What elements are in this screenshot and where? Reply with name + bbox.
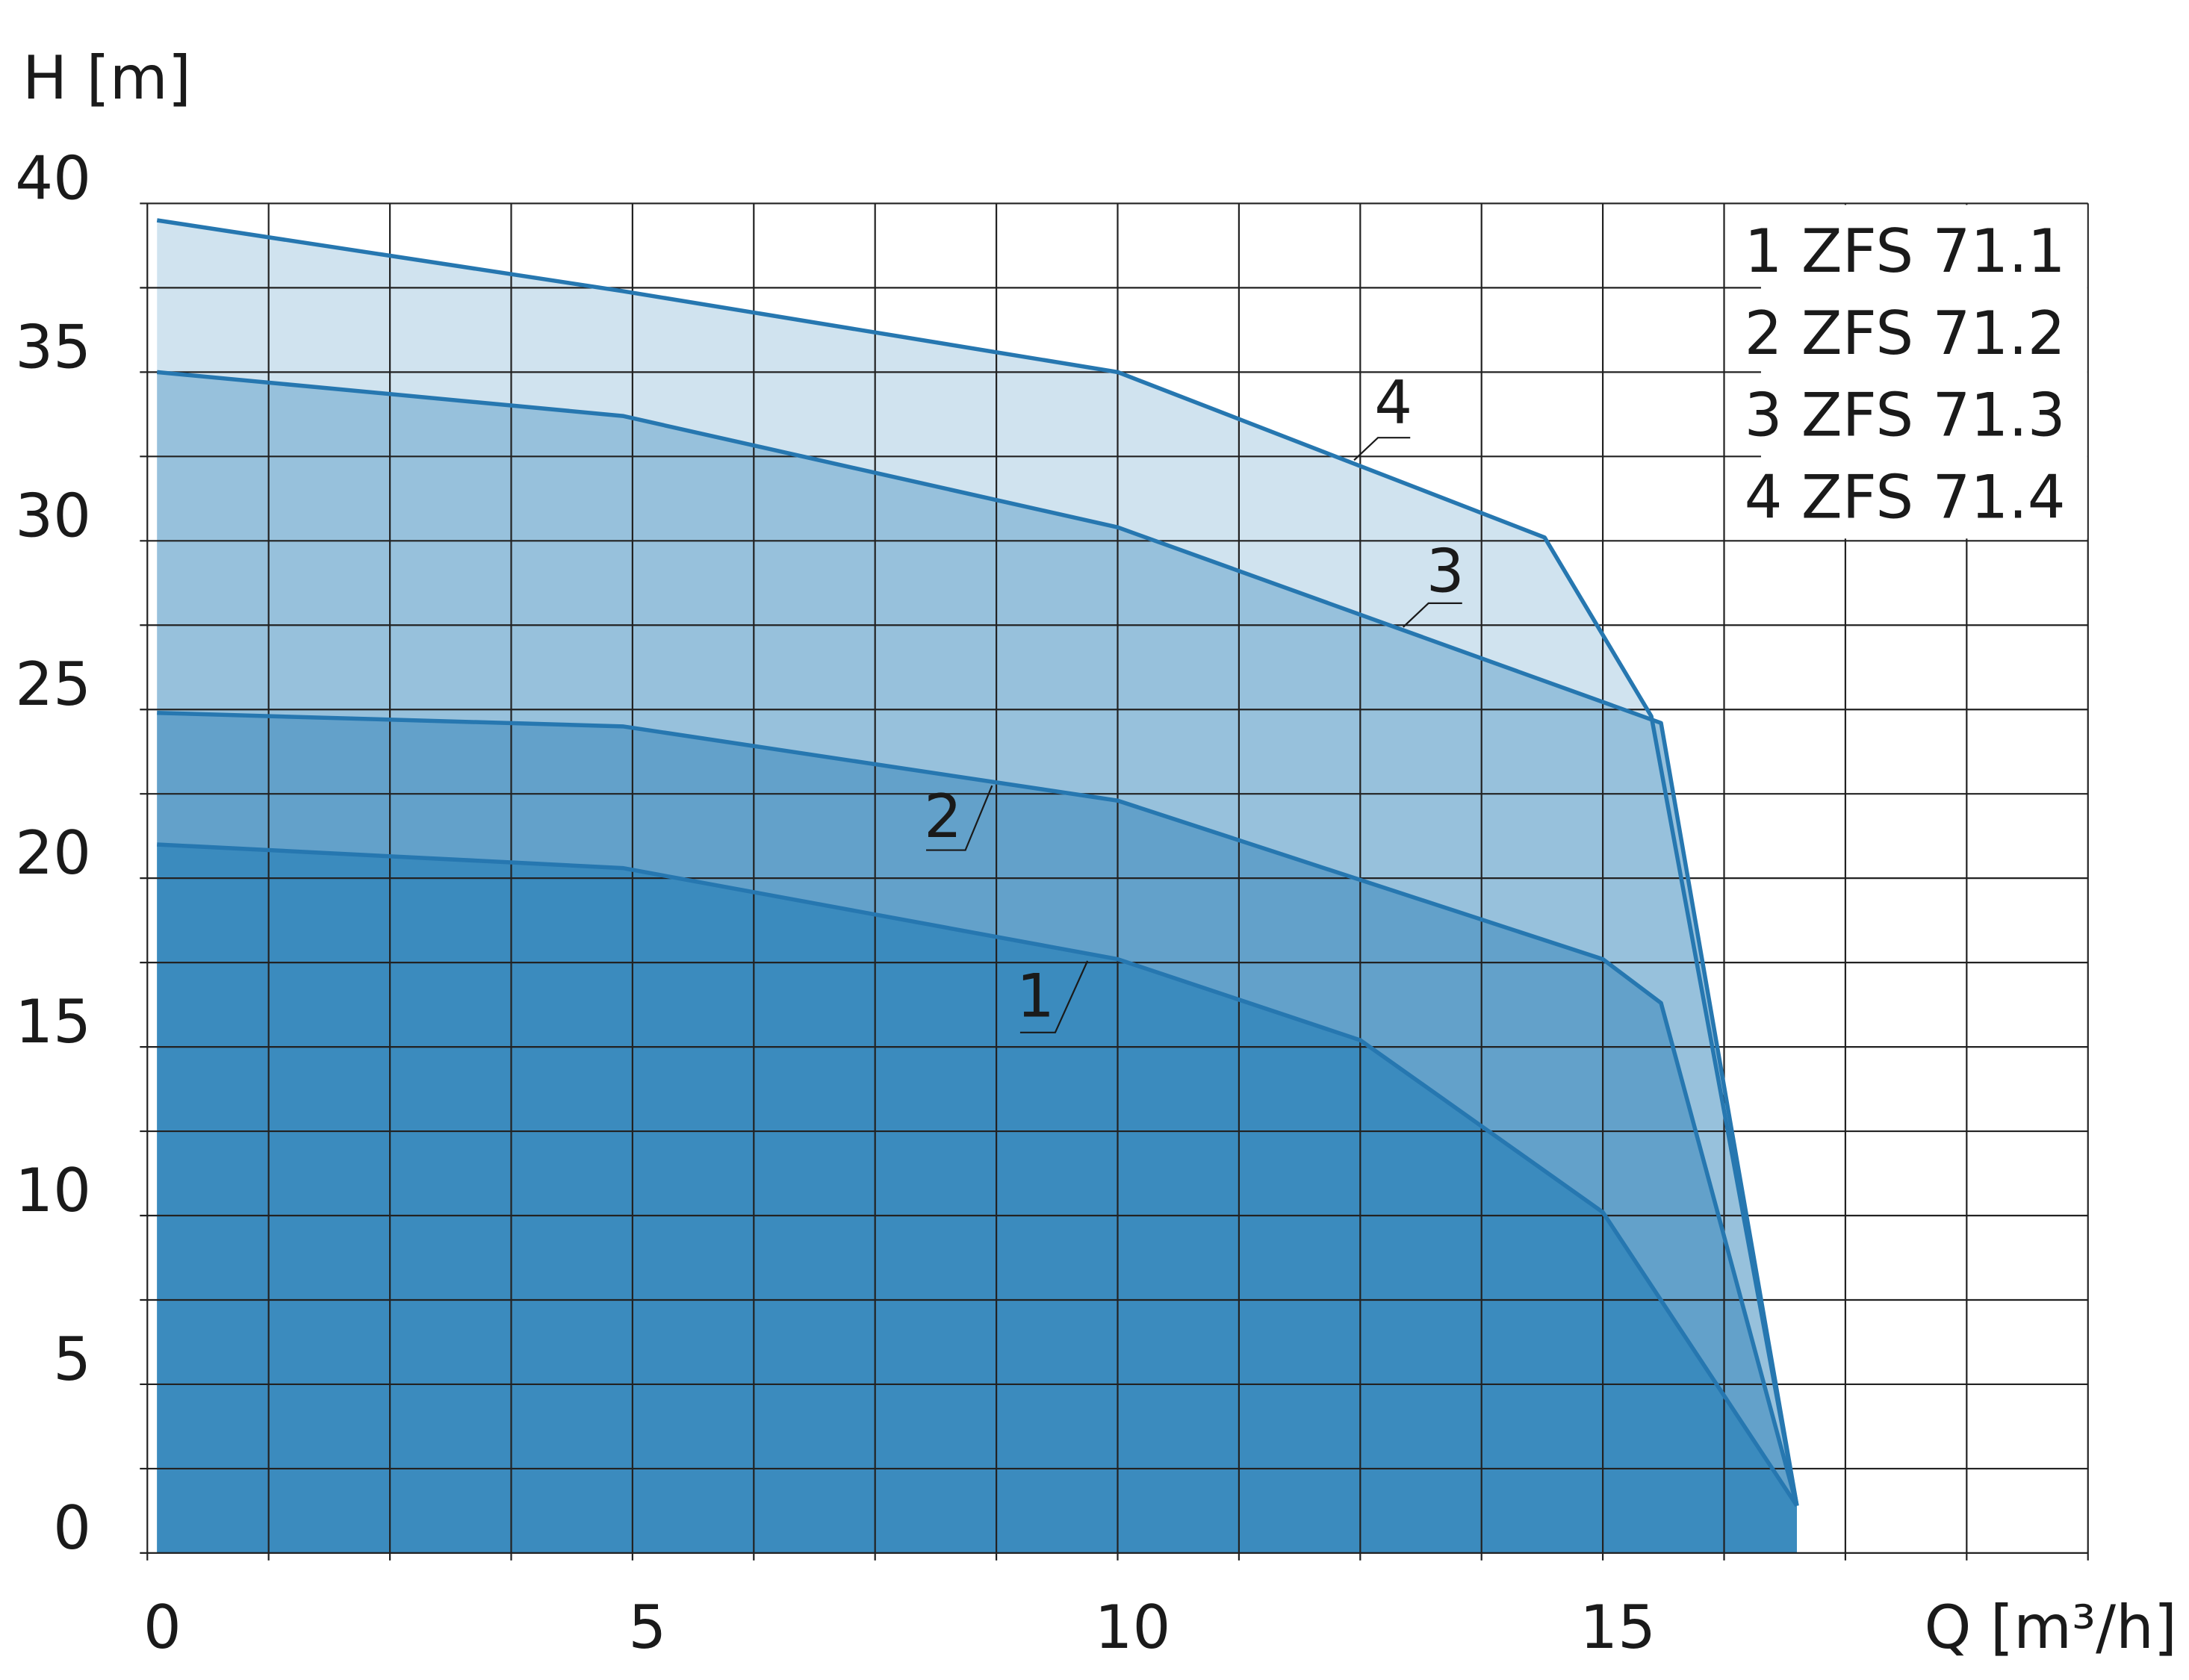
legend-box [1760,205,2087,539]
x-tick-label: 5 [628,1593,666,1662]
legend-entry: 4 ZFS 71.4 [1745,463,2066,532]
y-axis-label: H [m] [22,43,191,113]
curve [157,370,1799,1507]
x-tick-label: 0 [143,1593,181,1662]
y-tick-label: 30 [15,481,91,550]
curve-label: 1 [1016,962,1055,1031]
y-tick-label: 35 [15,312,91,382]
curve [157,710,1799,1507]
y-tick-label: 40 [15,143,91,213]
y-tick-label: 25 [15,650,91,719]
x-tick-label: 15 [1580,1593,1656,1662]
legend-entry: 1 ZFS 71.1 [1745,217,2066,286]
y-tick-label: 20 [15,818,91,888]
y-tick-label: 0 [53,1493,91,1563]
curve-label: 2 [924,782,962,851]
y-tick-label: 5 [53,1325,91,1394]
x-axis-label: Q [m³/h] [1925,1593,2177,1662]
area [157,844,1797,1553]
leader-line [1403,602,1462,628]
y-tick-label: 10 [15,1156,91,1225]
x-tick-label: 10 [1095,1593,1171,1662]
legend-entry: 2 ZFS 71.2 [1745,299,2066,368]
curve-label: 3 [1426,536,1465,606]
curve [156,218,1799,1507]
leader-line [1019,960,1089,1033]
legend-entry: 3 ZFS 71.3 [1745,381,2066,450]
leader-line [926,785,993,851]
y-tick-label: 15 [15,987,91,1057]
curve [157,842,1799,1508]
leader-line [1353,437,1411,461]
curve-label: 4 [1374,368,1412,438]
